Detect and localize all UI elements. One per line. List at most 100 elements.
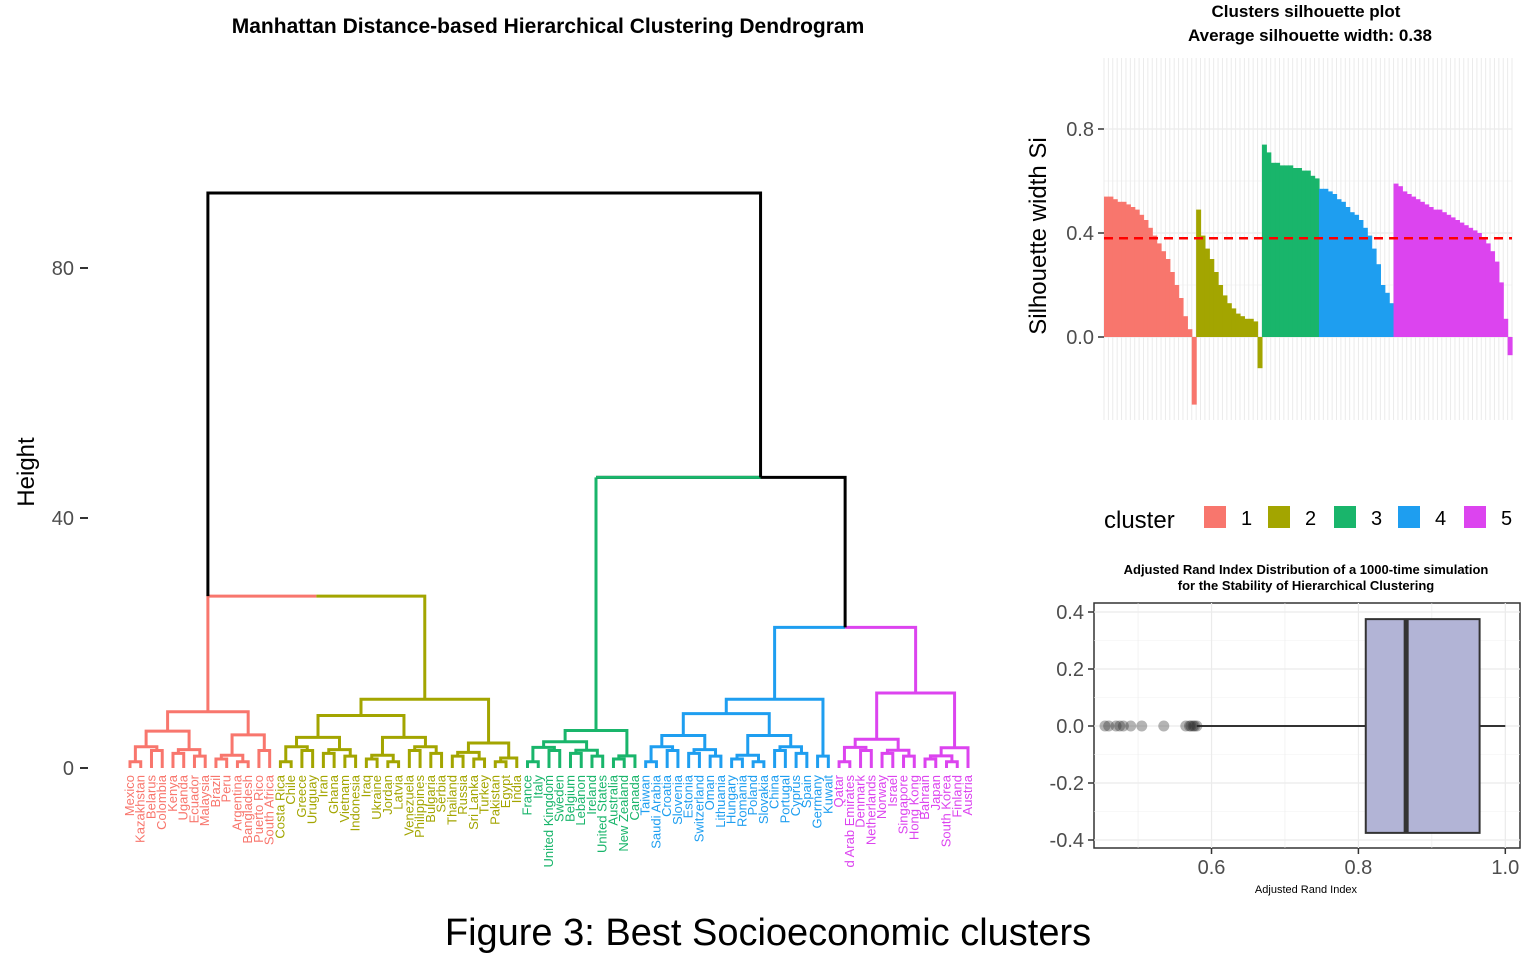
outlier-point <box>1189 720 1201 732</box>
silhouette-bar <box>1125 204 1131 337</box>
silhouette-bar <box>1297 168 1303 337</box>
leaf-merge <box>321 751 336 768</box>
box-iqr <box>1364 618 1481 834</box>
leaf-merge <box>708 754 723 768</box>
leaf-label: Canada <box>627 774 642 820</box>
leaf-label: Ghana <box>326 774 341 814</box>
leaf-label: Ireland <box>584 775 599 815</box>
leaf-merge <box>644 760 658 768</box>
leaf-label: China <box>767 774 782 809</box>
silhouette-bar <box>1240 316 1245 337</box>
merge-3-45 <box>596 475 847 628</box>
leaf-merge <box>450 754 465 768</box>
silhouette-bar <box>1191 337 1197 405</box>
silhouette-bar <box>1310 175 1316 337</box>
leaf-label: Iraq <box>358 775 373 797</box>
outlier-point <box>1187 720 1199 732</box>
leaf-label: Uganda <box>176 774 191 820</box>
leaf-label: Greece <box>294 775 309 818</box>
silhouette-legend: cluster 1 2 3 4 5 <box>1104 506 1512 534</box>
leaf-merge <box>665 749 680 768</box>
silhouette-bar <box>1318 188 1324 337</box>
silhouette-bar <box>1428 207 1434 337</box>
leaf-label: Jordan <box>380 775 395 815</box>
leaf-label: Romania <box>734 774 749 827</box>
leaf-label: Iran <box>315 775 330 797</box>
leaf-label: Netherlands <box>863 775 878 846</box>
x-tick-label: 0.6 <box>1198 857 1226 879</box>
silhouette-bar <box>1275 162 1281 337</box>
leaf-label: Egypt <box>498 775 513 809</box>
outlier-point <box>1114 720 1126 732</box>
leaf-label: Sweden <box>552 775 567 822</box>
leaf-label: Indonesia <box>348 774 363 831</box>
boxplot-title: Adjusted Rand Index Distribution of a 10… <box>1124 562 1489 577</box>
silhouette-bar <box>1139 214 1145 337</box>
y-tick-label: 0 <box>63 758 74 780</box>
outlier-point <box>1099 720 1111 732</box>
silhouette-bar <box>1498 282 1504 337</box>
leaf-merge <box>149 749 164 768</box>
outlier-point <box>1191 720 1203 732</box>
silhouette-bar <box>1340 201 1346 337</box>
outlier-point <box>1117 720 1129 732</box>
leaf-label: South Africa <box>262 774 277 845</box>
silhouette-bars <box>1104 144 1513 405</box>
figure-canvas: Manhattan Distance-based Hierarchical Cl… <box>13 2 1521 896</box>
leaf-label: Israel <box>885 775 900 807</box>
silhouette-bar <box>1147 227 1153 337</box>
silhouette-bar <box>1169 272 1175 337</box>
branch-merge <box>316 714 406 738</box>
leaf-merge <box>880 751 895 768</box>
leaf-label: Qatar <box>831 774 846 807</box>
leaf-merge <box>128 760 143 768</box>
leaf-merge <box>773 749 787 768</box>
dendrogram-title: Manhattan Distance-based Hierarchical Cl… <box>232 15 865 38</box>
leaf-label: Mexico <box>122 775 137 816</box>
branch-merge <box>176 748 202 757</box>
silhouette-bar <box>1121 201 1127 337</box>
y-tick-label: 40 <box>52 508 74 530</box>
leaf-label: Bulgaria <box>423 774 438 822</box>
cluster-top-merge <box>724 697 825 757</box>
leaf-label: Philippines <box>412 775 427 838</box>
outlier-point <box>1180 720 1192 732</box>
silhouette-bar <box>1354 214 1360 337</box>
leaf-merge <box>300 749 315 768</box>
leaf-merge <box>214 757 229 768</box>
y-tick-label: 0.2 <box>1056 659 1084 681</box>
merge-4-5-right <box>845 625 918 693</box>
silhouette-bar <box>1305 170 1311 337</box>
silhouette-bar <box>1104 196 1109 337</box>
boxplot-panel: Adjusted Rand Index Distribution of a 10… <box>1050 562 1521 896</box>
silhouette-bar <box>1494 261 1500 337</box>
leaf-label: United States <box>595 775 610 854</box>
silhouette-bar <box>1187 329 1193 337</box>
silhouette-bar <box>1367 235 1373 337</box>
silhouette-bar <box>1459 222 1465 337</box>
branch-merge <box>928 754 954 762</box>
silhouette-bar <box>1454 220 1460 337</box>
silhouette-bar <box>1468 227 1474 337</box>
leaf-label: Japan <box>928 775 943 810</box>
x-tick-label: 1.0 <box>1491 857 1519 879</box>
dendrogram-leaf-labels: MexicoKazakhstanBelarusColombiaKenyaUgan… <box>122 774 975 867</box>
silhouette-bar <box>1485 243 1491 337</box>
leaf-label: Slovakia <box>756 774 771 824</box>
leaf-merge <box>493 760 508 768</box>
leaf-label: Ukraine <box>369 775 384 820</box>
root-merge <box>206 191 763 597</box>
boxplot-xlabel: Adjusted Rand Index <box>1255 884 1358 896</box>
leaf-label: Singapore <box>896 775 911 834</box>
legend-swatch <box>1464 506 1486 528</box>
leaf-label: Colombia <box>154 774 169 830</box>
leaf-merge <box>902 754 916 768</box>
leaf-label: Serbia <box>434 774 449 812</box>
leaf-label: Finland <box>949 775 964 818</box>
legend-label: 1 <box>1241 508 1252 530</box>
silhouette-subtitle: Average silhouette width: 0.38 <box>1188 26 1432 45</box>
legend-label: 5 <box>1501 508 1512 530</box>
outlier-point <box>1158 720 1170 732</box>
leaf-label: Germany <box>810 775 825 829</box>
leaf-label: New Zealand <box>616 775 631 852</box>
